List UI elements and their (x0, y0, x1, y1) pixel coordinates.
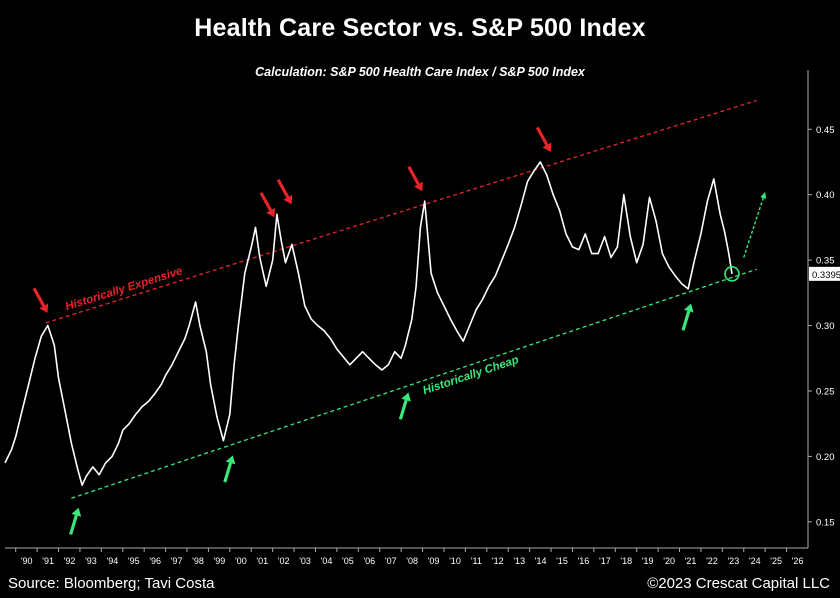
x-tick-label: '26 (792, 556, 804, 566)
x-tick-label: '97 (171, 556, 183, 566)
forecast-arrow-shaft (743, 191, 766, 258)
x-tick-label: '20 (663, 556, 675, 566)
x-tick-label: '10 (449, 556, 461, 566)
ratio-line (4, 161, 733, 486)
green-arrow (681, 303, 694, 331)
x-tick-label: '06 (363, 556, 375, 566)
x-tick-label: '12 (492, 556, 504, 566)
x-tick-label: '03 (299, 556, 311, 566)
y-tick-label: 0.40 (816, 190, 835, 201)
historically-cheap-label: Historically Cheap (421, 354, 520, 397)
x-tick-label: '02 (278, 556, 290, 566)
x-tick-label: '13 (513, 556, 525, 566)
x-tick-label: '01 (256, 556, 268, 566)
x-tick-label: '99 (214, 556, 226, 566)
y-tick-label: 0.35 (816, 256, 835, 267)
x-tick-label: '08 (406, 556, 418, 566)
source-note: Source: Bloomberg; Tavi Costa (8, 575, 215, 592)
x-tick-label: '21 (685, 556, 697, 566)
x-tick-label: '24 (749, 556, 761, 566)
red-arrow (407, 165, 423, 192)
x-tick-label: '95 (128, 556, 140, 566)
x-tick-label: '14 (535, 556, 547, 566)
y-tick-label: 0.20 (816, 452, 835, 463)
last-value-box (809, 266, 840, 281)
y-tick-label: 0.15 (816, 517, 835, 528)
x-tick-label: '98 (192, 556, 204, 566)
x-tick-label: '16 (578, 556, 590, 566)
red-arrow (32, 287, 49, 313)
red-arrow (276, 179, 293, 205)
chart-subtitle: Calculation: S&P 500 Health Care Index /… (255, 65, 585, 79)
x-tick-label: '00 (235, 556, 247, 566)
green-arrow (223, 455, 236, 483)
forecast-arrow-head (760, 192, 767, 200)
x-tick-label: '17 (599, 556, 611, 566)
copyright-note: ©2023 Crescat Capital LLC (647, 575, 830, 592)
x-tick-label: '90 (21, 556, 33, 566)
green-arrow (69, 507, 82, 535)
x-tick-label: '96 (149, 556, 161, 566)
x-tick-label: '92 (64, 556, 76, 566)
y-tick-label: 0.25 (816, 386, 835, 397)
y-tick-label: 0.30 (816, 321, 835, 332)
x-tick-label: '09 (428, 556, 440, 566)
chart-title: Health Care Sector vs. S&P 500 Index (194, 14, 646, 42)
green-arrow (398, 392, 411, 420)
y-tick-label: 0.45 (816, 125, 835, 136)
expensive-trendline (45, 99, 757, 324)
cheap-trendline (71, 268, 757, 499)
x-tick-label: '05 (342, 556, 354, 566)
x-tick-label: '19 (642, 556, 654, 566)
current-value-circle (724, 266, 740, 282)
historically-expensive-label: Historically Expensive (64, 265, 185, 313)
x-tick-label: '91 (42, 556, 54, 566)
red-arrow (535, 126, 552, 152)
red-arrow (259, 192, 276, 218)
x-tick-label: '04 (321, 556, 333, 566)
x-tick-label: '15 (556, 556, 568, 566)
x-tick-label: '18 (620, 556, 632, 566)
x-tick-label: '07 (385, 556, 397, 566)
x-tick-label: '93 (85, 556, 97, 566)
x-tick-label: '23 (727, 556, 739, 566)
x-tick-label: '94 (106, 556, 118, 566)
x-tick-label: '22 (706, 556, 718, 566)
x-tick-label: '25 (770, 556, 782, 566)
x-tick-label: '11 (471, 556, 482, 566)
last-value-label: 0.3395 (812, 270, 840, 281)
